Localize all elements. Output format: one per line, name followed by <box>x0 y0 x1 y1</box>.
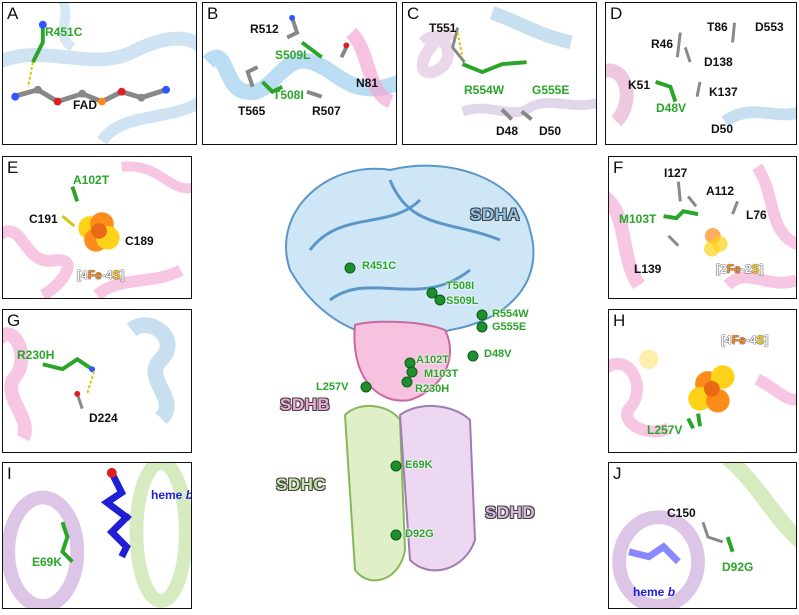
panel-f-structure <box>609 163 796 290</box>
panel-d-structure <box>606 22 796 127</box>
subunit-label-sdhb: SDHB <box>280 395 331 414</box>
panel-i-structure <box>3 463 191 608</box>
residue-d553: D553 <box>755 20 784 34</box>
mutation-label-r451c: R451C <box>45 25 83 39</box>
residue-c189: C189 <box>125 234 154 248</box>
residue-t86: T86 <box>707 20 728 34</box>
heme-b-label-j: heme b <box>633 585 676 599</box>
panel-h-structure <box>609 349 796 438</box>
panel-a-letter: A <box>7 4 19 23</box>
residue-t565: T565 <box>238 104 266 118</box>
cluster-label-2fe2s: [2Fe-2S] <box>716 262 764 276</box>
panel-f: F I127 A112 M103T L76 L139 [2Fe-2S] <box>608 156 797 299</box>
panel-j-letter: J <box>613 464 622 483</box>
subunit-label-sdhd: SDHD <box>485 503 536 522</box>
cluster-label-4fe4s-e: [4Fe-4S] <box>77 268 125 282</box>
residue-l139: L139 <box>634 262 662 276</box>
panel-g-letter: G <box>7 311 21 330</box>
mutation-label-a102t: A102T <box>73 173 110 187</box>
residue-d138: D138 <box>704 55 733 69</box>
mutation-label-e69k: E69K <box>32 555 63 569</box>
panel-i-letter: I <box>7 464 12 483</box>
residue-k51: K51 <box>628 78 651 92</box>
residue-t551: T551 <box>429 21 457 35</box>
panel-c-letter: C <box>407 4 420 23</box>
panel-b-letter: B <box>207 4 219 23</box>
residue-d50-d: D50 <box>711 122 734 136</box>
panel-b-structure <box>203 14 396 109</box>
panel-d-letter: D <box>610 4 623 23</box>
residue-c191: C191 <box>29 212 58 226</box>
mutation-label-t508i: T508I <box>273 88 304 102</box>
panel-h: H [4Fe-4S] L257V <box>608 309 797 453</box>
residue-r46: R46 <box>651 37 674 51</box>
residue-r507: R507 <box>312 104 341 118</box>
center-mutation-r230h: R230H <box>415 383 450 395</box>
subunit-label-sdha: SDHA <box>470 205 521 224</box>
residue-i127: I127 <box>664 166 688 180</box>
mutation-label-g555e: G555E <box>532 83 570 97</box>
mutation-label-d92g: D92G <box>722 560 754 574</box>
mutation-label-l257v: L257V <box>647 423 683 437</box>
panel-a-structure <box>3 3 196 144</box>
center-mutation-t508i: T508I <box>446 280 475 292</box>
panel-j: J C150 D92G heme b <box>608 462 797 609</box>
residue-c150: C150 <box>667 506 696 520</box>
subunit-label-sdhc: SDHC <box>276 475 327 494</box>
mutation-label-m103t: M103T <box>619 212 657 226</box>
mutation-label-r230h: R230H <box>17 348 55 362</box>
complex-structure: SDHA SDHB SDHC SDHD R451C T508I S509L R5… <box>270 150 570 610</box>
complex-ribbon-drawing <box>285 164 535 582</box>
panel-i: I heme b E69K <box>2 462 192 609</box>
mutation-label-d48v: D48V <box>656 101 687 115</box>
panel-b: B R512 S509L N81 T508I T565 R507 <box>202 2 397 145</box>
panel-g-structure <box>3 317 176 442</box>
residue-d50-c: D50 <box>539 124 562 138</box>
residue-n81: N81 <box>356 76 379 90</box>
residue-a112: A112 <box>706 184 735 198</box>
panel-j-structure <box>612 463 796 608</box>
center-mutation-e69k: E69K <box>405 459 433 471</box>
panel-c: C T551 R554W G555E D48 D50 <box>402 2 597 145</box>
panel-h-letter: H <box>613 311 626 330</box>
center-mutation-a102t: A102T <box>416 354 450 366</box>
center-mutation-r554w: R554W <box>492 308 529 320</box>
residue-d48-c: D48 <box>496 124 519 138</box>
mutation-label-s509l: S509L <box>275 48 311 62</box>
residue-l76: L76 <box>746 208 767 222</box>
panel-c-structure <box>416 6 596 121</box>
panel-e-letter: E <box>7 158 19 177</box>
mutation-label-r554w: R554W <box>464 83 505 97</box>
panel-g: G R230H D224 <box>2 309 192 453</box>
center-mutation-d92g: D92G <box>405 528 434 540</box>
panel-d: D R46 T86 D553 D138 K51 K137 D48V D50 <box>605 2 797 145</box>
panel-a: A R451C FAD <box>2 2 197 145</box>
center-mutation-r451c: R451C <box>362 260 397 272</box>
center-mutation-m103t: M103T <box>424 368 459 380</box>
center-mutation-s509l: S509L <box>446 295 479 307</box>
heme-b-label-i: heme b <box>151 488 191 502</box>
panel-e: E A102T C191 C189 [4Fe-4S] <box>2 156 192 299</box>
residue-r512: R512 <box>250 22 279 36</box>
panel-e-structure <box>3 161 191 298</box>
panel-f-letter: F <box>613 158 624 177</box>
center-mutation-l257v: L257V <box>316 381 349 393</box>
center-mutation-g555e: G555E <box>492 321 527 333</box>
fad-label: FAD <box>73 98 97 112</box>
cluster-label-4fe4s-h: [4Fe-4S] <box>721 333 769 347</box>
residue-k137: K137 <box>709 85 738 99</box>
center-mutation-d48v: D48V <box>484 348 512 360</box>
residue-d224: D224 <box>89 411 118 425</box>
